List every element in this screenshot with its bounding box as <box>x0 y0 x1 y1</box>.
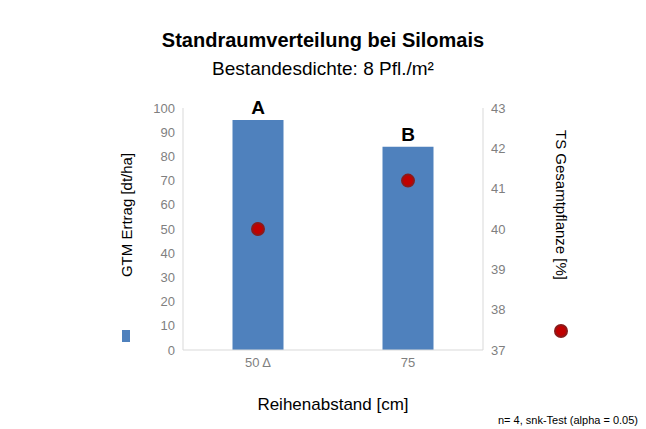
svg-text:40: 40 <box>491 222 505 237</box>
svg-text:42: 42 <box>491 141 505 156</box>
svg-text:41: 41 <box>491 181 505 196</box>
svg-text:40: 40 <box>161 246 175 261</box>
svg-text:80: 80 <box>161 149 175 164</box>
svg-text:75: 75 <box>401 355 415 370</box>
svg-text:70: 70 <box>161 173 175 188</box>
svg-text:10: 10 <box>161 318 175 333</box>
svg-text:100: 100 <box>153 101 175 116</box>
svg-text:TS Gesamtpflanze [%]: TS Gesamtpflanze [%] <box>553 130 570 280</box>
svg-text:37: 37 <box>491 343 505 358</box>
svg-text:60: 60 <box>161 197 175 212</box>
svg-text:Standraumverteilung bei Siloma: Standraumverteilung bei Silomais <box>162 29 484 51</box>
svg-text:Bestandesdichte: 8 Pfl./m²: Bestandesdichte: 8 Pfl./m² <box>212 58 434 79</box>
svg-text:20: 20 <box>161 294 175 309</box>
svg-text:30: 30 <box>161 270 175 285</box>
svg-text:A: A <box>251 97 265 118</box>
svg-text:50 Δ: 50 Δ <box>245 355 271 370</box>
svg-text:GTM Ertrag [dt/ha]: GTM Ertrag [dt/ha] <box>118 153 135 277</box>
svg-text:n= 4, snk-Test (alpha = 0.05): n= 4, snk-Test (alpha = 0.05) <box>498 414 638 426</box>
svg-text:B: B <box>401 124 415 145</box>
svg-text:39: 39 <box>491 262 505 277</box>
svg-text:38: 38 <box>491 302 505 317</box>
svg-text:50: 50 <box>161 222 175 237</box>
svg-text:Reihenabstand [cm]: Reihenabstand [cm] <box>257 395 408 414</box>
svg-text:43: 43 <box>491 101 505 116</box>
svg-text:0: 0 <box>168 343 175 358</box>
svg-text:90: 90 <box>161 125 175 140</box>
